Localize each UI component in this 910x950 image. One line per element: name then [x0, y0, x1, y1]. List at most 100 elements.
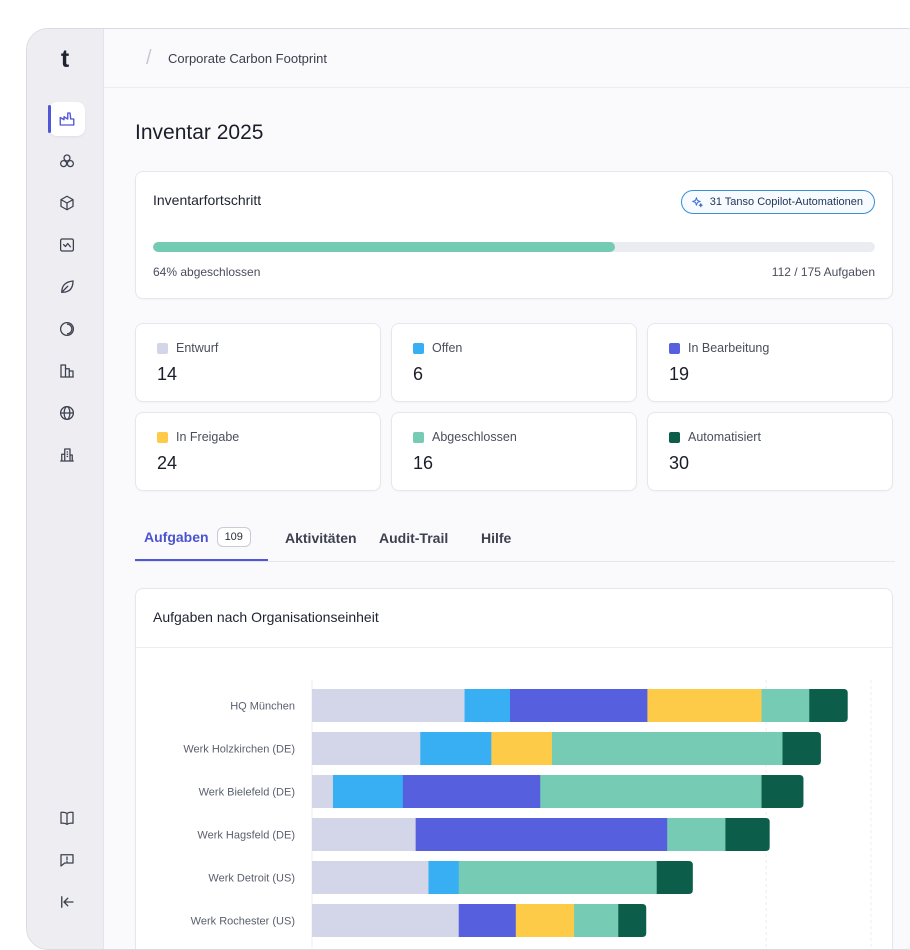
bar-segment[interactable]: [509, 689, 648, 722]
modules-icon[interactable]: [49, 144, 85, 178]
stat-value: 14: [157, 364, 178, 384]
bar-segment[interactable]: [725, 818, 770, 851]
office-icon[interactable]: [49, 438, 85, 472]
book-icon[interactable]: [49, 801, 85, 835]
bar-segment[interactable]: [464, 689, 511, 722]
tasks-by-org-unit-card: Aufgaben nach Organisationseinheit HQ Mü…: [135, 588, 893, 949]
tab-label: Aufgaben: [144, 529, 209, 545]
chart-category-label: Werk Hagsfeld (DE): [197, 830, 295, 842]
top-bar: / Corporate Carbon Footprint: [104, 29, 910, 88]
stacked-bar-chart: HQ München Werk Holzkirchen (DE) Werk Biel…: [183, 680, 872, 948]
stat-card-offen[interactable]: Offen 6: [391, 323, 637, 402]
chart-category-label: Werk Bielefeld (DE): [199, 787, 295, 799]
feedback-icon[interactable]: [49, 843, 85, 877]
bar-segment[interactable]: [618, 904, 647, 937]
bar-segment[interactable]: [458, 861, 658, 894]
copilot-badge-label: 31 Tanso Copilot-Automationen: [709, 196, 863, 208]
app-logo[interactable]: t: [60, 45, 70, 73]
leaf-icon[interactable]: [49, 270, 85, 304]
status-swatch: [413, 342, 424, 354]
stat-card-automatisiert[interactable]: Automatisiert 30: [647, 412, 893, 491]
globe-icon[interactable]: [49, 396, 85, 430]
bar-segment[interactable]: [761, 775, 804, 808]
bar-segment[interactable]: [782, 732, 821, 765]
progress-bar-fill: [153, 242, 616, 252]
bar-segment[interactable]: [420, 732, 492, 765]
collapse-sidebar-icon[interactable]: [49, 885, 85, 919]
bar-segment[interactable]: [647, 689, 762, 722]
stat-value: 30: [669, 453, 690, 473]
status-swatch: [413, 431, 424, 443]
stat-card-in-freigabe[interactable]: In Freigabe 24: [135, 412, 381, 491]
buildings-icon[interactable]: [49, 354, 85, 388]
tab-label: Hilfe: [481, 530, 512, 546]
stat-card-entwurf[interactable]: Entwurf 14: [135, 323, 381, 402]
trend-chart-icon[interactable]: [49, 228, 85, 262]
bar-segment[interactable]: [332, 775, 404, 808]
stat-card-abgeschlossen[interactable]: Abgeschlossen 16: [391, 412, 637, 491]
bar-segment[interactable]: [312, 775, 334, 808]
bar-segment[interactable]: [312, 818, 417, 851]
bar-segment[interactable]: [491, 732, 553, 765]
tab-aktivitaeten[interactable]: Aktivitäten: [285, 530, 357, 546]
tab-label: Aktivitäten: [285, 530, 357, 546]
bar-segment[interactable]: [402, 775, 541, 808]
stat-label: Automatisiert: [688, 430, 761, 444]
stat-label: In Freigabe: [176, 430, 240, 444]
status-swatch: [669, 431, 680, 443]
bar-segment[interactable]: [312, 732, 421, 765]
sparkle-icon: [691, 196, 703, 207]
tab-bar: Aufgaben 109 Aktivitäten Audit-Trail Hil…: [135, 519, 895, 562]
tab-aufgaben[interactable]: Aufgaben 109: [144, 527, 251, 547]
progress-bar: [153, 242, 875, 252]
tab-hilfe[interactable]: Hilfe: [481, 530, 511, 546]
bar-segment[interactable]: [312, 904, 460, 937]
factory-icon[interactable]: [48, 102, 85, 136]
breadcrumb-separator: /: [146, 47, 152, 69]
status-swatch: [669, 342, 680, 354]
breadcrumb-item[interactable]: Corporate Carbon Footprint: [168, 51, 327, 66]
bar-segment[interactable]: [312, 689, 465, 722]
chart-category-label: Werk Detroit (US): [208, 873, 295, 885]
bar-segment[interactable]: [458, 904, 517, 937]
scope-icon[interactable]: [49, 312, 85, 346]
progress-task-count: 112 / 175 Aufgaben: [771, 265, 875, 279]
chart-category-label: Werk Rochester (US): [191, 916, 295, 928]
chart-divider: [136, 647, 892, 648]
status-swatch: [157, 431, 168, 443]
stat-label: Offen: [432, 341, 463, 355]
status-swatch: [157, 342, 168, 354]
app-window: t: [26, 28, 910, 950]
bar-segment[interactable]: [809, 689, 848, 722]
bar-segment[interactable]: [515, 904, 575, 937]
chart-category-label: HQ München: [230, 701, 295, 713]
cube-icon[interactable]: [49, 186, 85, 220]
progress-percent-label: 64% abgeschlossen: [153, 265, 261, 279]
stat-card-in-bearbeitung[interactable]: In Bearbeitung 19: [647, 323, 893, 402]
bar-segment[interactable]: [540, 775, 762, 808]
bar-segment[interactable]: [415, 818, 668, 851]
stat-label: In Bearbeitung: [688, 341, 770, 355]
stat-label: Entwurf: [176, 341, 219, 355]
stat-value: 6: [413, 364, 424, 384]
bar-segment[interactable]: [428, 861, 460, 894]
sidebar: t: [27, 29, 104, 949]
bar-segment[interactable]: [656, 861, 693, 894]
stat-value: 24: [157, 453, 178, 473]
bar-segment[interactable]: [551, 732, 783, 765]
copilot-automations-badge[interactable]: 31 Tanso Copilot-Automationen: [680, 190, 875, 214]
bar-segment[interactable]: [667, 818, 726, 851]
inventory-progress-card: Inventarfortschritt 31 Tanso Copilot-Aut…: [135, 171, 893, 299]
tab-count-badge: 109: [216, 527, 251, 547]
tab-audit-trail[interactable]: Audit-Trail: [379, 530, 448, 546]
stat-label: Abgeschlossen: [432, 430, 517, 444]
stat-value: 16: [413, 453, 434, 473]
chart-category-label: Werk Holzkirchen (DE): [183, 744, 295, 756]
bar-segment[interactable]: [312, 861, 429, 894]
active-tab-indicator: [135, 559, 268, 561]
progress-title: Inventarfortschritt: [153, 192, 262, 208]
page-title: Inventar 2025: [135, 121, 264, 144]
bar-segment[interactable]: [574, 904, 619, 937]
stat-value: 19: [669, 364, 690, 384]
bar-segment[interactable]: [761, 689, 810, 722]
